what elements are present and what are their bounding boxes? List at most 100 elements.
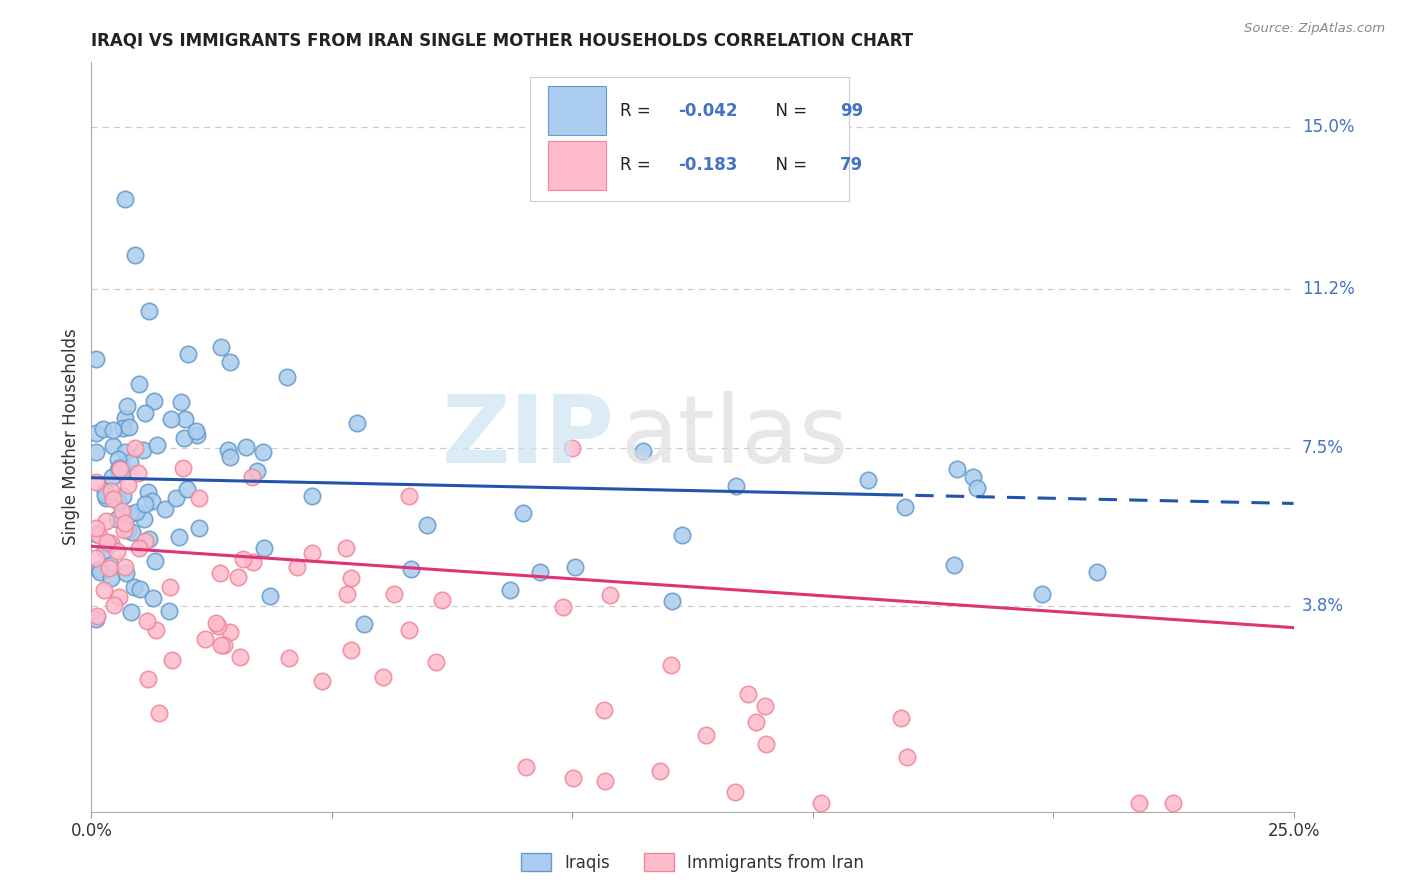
Point <box>287 559 309 574</box>
Text: 99: 99 <box>841 102 863 120</box>
Point <box>124 248 146 262</box>
Point <box>84 425 107 440</box>
Point <box>301 489 323 503</box>
Point <box>114 193 136 207</box>
Point <box>235 441 257 455</box>
Point <box>105 512 128 526</box>
Point <box>671 527 693 541</box>
Point <box>966 481 988 495</box>
Point <box>745 714 768 729</box>
Point <box>103 598 125 612</box>
Point <box>810 796 832 810</box>
Text: N =: N = <box>765 156 811 175</box>
Point <box>136 484 159 499</box>
Point <box>110 462 132 476</box>
Point <box>115 399 138 413</box>
Point <box>86 608 108 623</box>
Text: 7.5%: 7.5% <box>1302 439 1344 457</box>
Point <box>432 593 454 607</box>
Point <box>209 341 232 355</box>
Point <box>176 483 198 497</box>
Point <box>240 469 263 483</box>
Point <box>207 619 229 633</box>
Point <box>120 507 142 521</box>
Point <box>661 657 683 672</box>
Point <box>219 450 242 464</box>
Point <box>84 444 107 458</box>
Point <box>226 569 249 583</box>
Point <box>129 582 152 596</box>
Point <box>512 506 534 520</box>
Point <box>112 421 135 435</box>
Point <box>141 493 163 508</box>
Point <box>97 561 120 575</box>
Point <box>416 518 439 533</box>
Point <box>125 505 148 519</box>
Text: atlas: atlas <box>620 391 849 483</box>
Point <box>107 590 129 604</box>
Point <box>946 462 969 476</box>
Point <box>186 424 208 438</box>
Point <box>134 533 156 548</box>
Point <box>84 475 107 489</box>
Point <box>754 737 776 751</box>
Point <box>100 571 122 585</box>
Point <box>89 566 111 580</box>
Point <box>188 491 211 505</box>
Point <box>134 406 156 420</box>
Point <box>336 587 359 601</box>
Point <box>114 445 136 459</box>
Text: R =: R = <box>620 102 657 120</box>
Point <box>114 410 136 425</box>
Point <box>100 536 122 550</box>
Point <box>209 638 232 652</box>
Point <box>100 483 122 498</box>
Point <box>107 452 129 467</box>
Point <box>896 750 918 764</box>
Point <box>153 501 176 516</box>
Point <box>118 420 141 434</box>
Point <box>194 632 217 647</box>
Point <box>890 711 912 725</box>
Point <box>311 673 333 688</box>
Point <box>253 541 276 555</box>
FancyBboxPatch shape <box>548 141 606 190</box>
Point <box>373 670 395 684</box>
Point <box>111 503 134 517</box>
Point <box>167 529 190 543</box>
Point <box>212 638 235 652</box>
Point <box>107 463 129 477</box>
Point <box>174 411 197 425</box>
Point <box>176 346 198 360</box>
Point <box>1128 796 1150 810</box>
Text: ZIP: ZIP <box>441 391 614 483</box>
Point <box>100 470 122 484</box>
Point <box>115 566 138 580</box>
Point <box>89 528 111 542</box>
Point <box>561 771 583 785</box>
Point <box>91 422 114 436</box>
Point <box>111 466 134 480</box>
Point <box>187 520 209 534</box>
Point <box>120 605 142 619</box>
Point <box>98 537 121 551</box>
Point <box>84 521 107 535</box>
Point <box>737 687 759 701</box>
Point <box>157 604 180 618</box>
Text: 11.2%: 11.2% <box>1302 280 1354 298</box>
Point <box>94 514 117 528</box>
Point <box>595 773 617 788</box>
Point <box>162 653 184 667</box>
Y-axis label: Single Mother Households: Single Mother Households <box>62 329 80 545</box>
Point <box>111 460 134 475</box>
Point <box>94 483 117 498</box>
Point <box>515 760 537 774</box>
Point <box>160 411 183 425</box>
Point <box>159 580 181 594</box>
Point <box>145 624 167 638</box>
Point <box>242 555 264 569</box>
Point <box>105 543 128 558</box>
Point <box>218 355 240 369</box>
Point <box>134 497 156 511</box>
Point <box>340 643 363 657</box>
